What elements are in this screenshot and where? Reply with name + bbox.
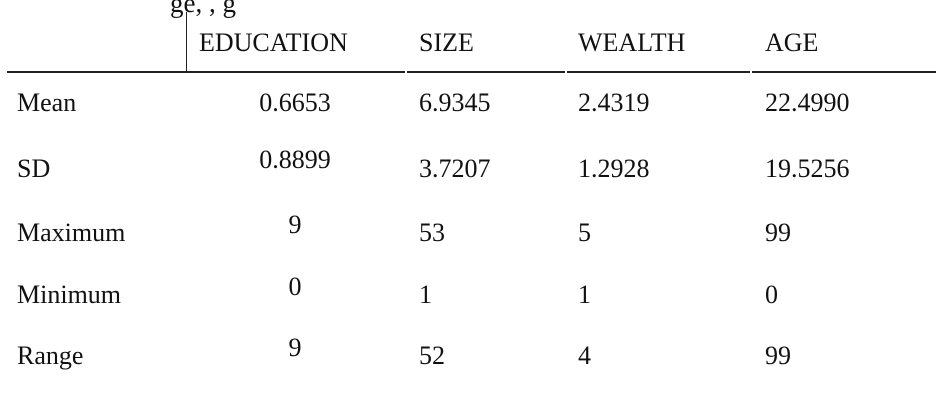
cell-education: 9 — [288, 333, 302, 362]
cell-size: 53 — [419, 218, 445, 247]
cell-education: 0 — [288, 272, 302, 301]
column-header-wealth: WEALTH — [578, 28, 686, 57]
cell-wealth: 5 — [578, 218, 591, 247]
cell-education: 9 — [288, 210, 302, 239]
cell-wealth: 2.4319 — [578, 88, 650, 117]
row-label: Mean — [17, 88, 77, 117]
cell-education: 0.8899 — [259, 145, 331, 174]
header-divider — [186, 12, 187, 71]
column-header-age: AGE — [765, 28, 819, 57]
row-label: Range — [17, 341, 84, 370]
column-header-size: SIZE — [419, 28, 474, 57]
cell-age: 0 — [765, 280, 778, 309]
cell-age: 99 — [765, 218, 791, 247]
caption-fragment: ge, , g — [170, 0, 236, 18]
cell-size: 3.7207 — [419, 154, 491, 183]
cell-wealth: 1 — [578, 280, 591, 309]
cell-age: 99 — [765, 341, 791, 370]
header-rule — [7, 71, 405, 73]
cell-size: 1 — [419, 280, 432, 309]
column-header-education: EDUCATION — [199, 28, 348, 57]
cell-wealth: 4 — [578, 341, 591, 370]
header-rule — [407, 71, 565, 73]
cell-size: 6.9345 — [419, 88, 491, 117]
header-rule — [752, 71, 936, 73]
cell-education: 0.6653 — [259, 88, 331, 117]
cell-age: 22.4990 — [765, 88, 850, 117]
row-label: Maximum — [17, 218, 126, 247]
cell-wealth: 1.2928 — [578, 154, 650, 183]
row-label: SD — [17, 154, 51, 183]
cell-size: 52 — [419, 341, 445, 370]
header-rule — [567, 71, 750, 73]
cell-age: 19.5256 — [765, 154, 850, 183]
row-label: Minimum — [17, 280, 122, 309]
